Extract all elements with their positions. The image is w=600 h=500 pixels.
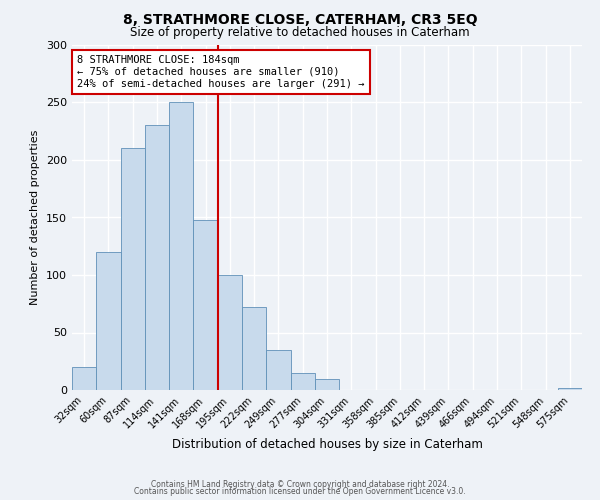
Bar bbox=[290, 373, 315, 390]
Text: 8 STRATHMORE CLOSE: 184sqm
← 75% of detached houses are smaller (910)
24% of sem: 8 STRATHMORE CLOSE: 184sqm ← 75% of deta… bbox=[77, 56, 365, 88]
Text: Contains HM Land Registry data © Crown copyright and database right 2024.: Contains HM Land Registry data © Crown c… bbox=[151, 480, 449, 489]
Text: Size of property relative to detached houses in Caterham: Size of property relative to detached ho… bbox=[130, 26, 470, 39]
Bar bbox=[169, 102, 193, 390]
Bar bbox=[96, 252, 121, 390]
Bar bbox=[193, 220, 218, 390]
Text: 8, STRATHMORE CLOSE, CATERHAM, CR3 5EQ: 8, STRATHMORE CLOSE, CATERHAM, CR3 5EQ bbox=[122, 12, 478, 26]
X-axis label: Distribution of detached houses by size in Caterham: Distribution of detached houses by size … bbox=[172, 438, 482, 451]
Bar bbox=[218, 275, 242, 390]
Bar bbox=[315, 378, 339, 390]
Bar bbox=[121, 148, 145, 390]
Y-axis label: Number of detached properties: Number of detached properties bbox=[31, 130, 40, 305]
Bar bbox=[266, 350, 290, 390]
Text: Contains public sector information licensed under the Open Government Licence v3: Contains public sector information licen… bbox=[134, 488, 466, 496]
Bar bbox=[145, 126, 169, 390]
Bar bbox=[72, 367, 96, 390]
Bar bbox=[558, 388, 582, 390]
Bar bbox=[242, 307, 266, 390]
